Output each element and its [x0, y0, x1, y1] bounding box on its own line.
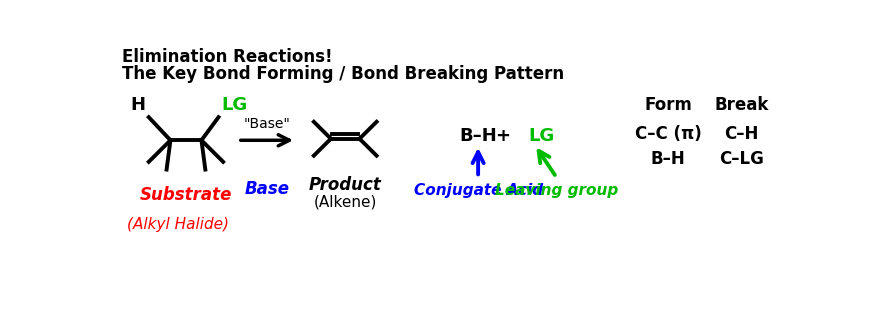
Text: +: + [496, 127, 517, 145]
Text: Product: Product [309, 176, 382, 194]
Text: C–H: C–H [724, 125, 759, 143]
Text: B–H: B–H [459, 127, 497, 145]
Text: Elimination Reactions!: Elimination Reactions! [121, 48, 333, 66]
Text: LG: LG [222, 96, 248, 114]
Text: (Alkyl Halide): (Alkyl Halide) [128, 217, 229, 232]
Text: (Alkene): (Alkene) [313, 194, 377, 209]
Text: H: H [130, 96, 145, 114]
Text: LG: LG [529, 127, 554, 145]
Text: Conjugate Acid: Conjugate Acid [414, 184, 543, 198]
Text: "Base": "Base" [244, 117, 290, 131]
Text: The Key Bond Forming / Bond Breaking Pattern: The Key Bond Forming / Bond Breaking Pat… [121, 65, 564, 83]
Text: B–H: B–H [650, 149, 686, 167]
Text: Leaving group: Leaving group [495, 184, 618, 198]
Text: Substrate: Substrate [140, 186, 232, 204]
Text: Form: Form [644, 96, 692, 114]
Text: C–LG: C–LG [719, 149, 764, 167]
Text: Break: Break [715, 96, 769, 114]
Text: C–C (π): C–C (π) [634, 125, 701, 143]
Text: Base: Base [245, 180, 290, 198]
